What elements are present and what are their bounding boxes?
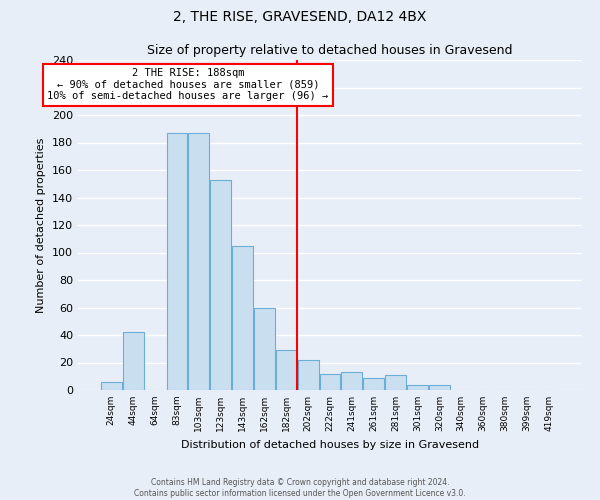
Text: 2 THE RISE: 188sqm
← 90% of detached houses are smaller (859)
10% of semi-detach: 2 THE RISE: 188sqm ← 90% of detached hou… (47, 68, 328, 102)
Bar (254, 308, 275, 390)
Bar (101, 382, 122, 390)
Bar (123, 332, 143, 390)
Bar (210, 180, 231, 390)
Bar (276, 350, 296, 390)
Text: Contains HM Land Registry data © Crown copyright and database right 2024.
Contai: Contains HM Land Registry data © Crown c… (134, 478, 466, 498)
Text: 2, THE RISE, GRAVESEND, DA12 4BX: 2, THE RISE, GRAVESEND, DA12 4BX (173, 10, 427, 24)
Y-axis label: Number of detached properties: Number of detached properties (37, 138, 46, 312)
Bar (407, 384, 428, 390)
X-axis label: Distribution of detached houses by size in Gravesend: Distribution of detached houses by size … (181, 440, 479, 450)
Bar (364, 378, 384, 390)
Bar (167, 133, 187, 390)
Bar (320, 374, 340, 390)
Title: Size of property relative to detached houses in Gravesend: Size of property relative to detached ho… (147, 44, 513, 58)
Bar (232, 246, 253, 390)
Bar (429, 384, 450, 390)
Bar (385, 375, 406, 390)
Bar (341, 372, 362, 390)
Bar (298, 360, 319, 390)
Bar (188, 133, 209, 390)
